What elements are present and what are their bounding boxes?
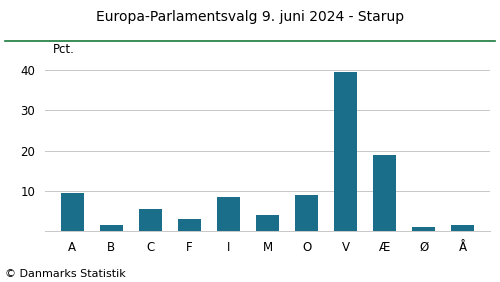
Bar [60, 193, 84, 231]
Bar [373, 155, 396, 231]
Bar [295, 195, 318, 231]
Bar [178, 219, 201, 231]
Text: © Danmarks Statistik: © Danmarks Statistik [5, 269, 126, 279]
Bar [412, 227, 436, 231]
Text: Europa-Parlamentsvalg 9. juni 2024 - Starup: Europa-Parlamentsvalg 9. juni 2024 - Sta… [96, 10, 404, 24]
Bar [451, 225, 474, 231]
Bar [138, 209, 162, 231]
Bar [334, 72, 357, 231]
Bar [217, 197, 240, 231]
Text: Pct.: Pct. [53, 43, 74, 56]
Bar [256, 215, 279, 231]
Bar [100, 225, 123, 231]
